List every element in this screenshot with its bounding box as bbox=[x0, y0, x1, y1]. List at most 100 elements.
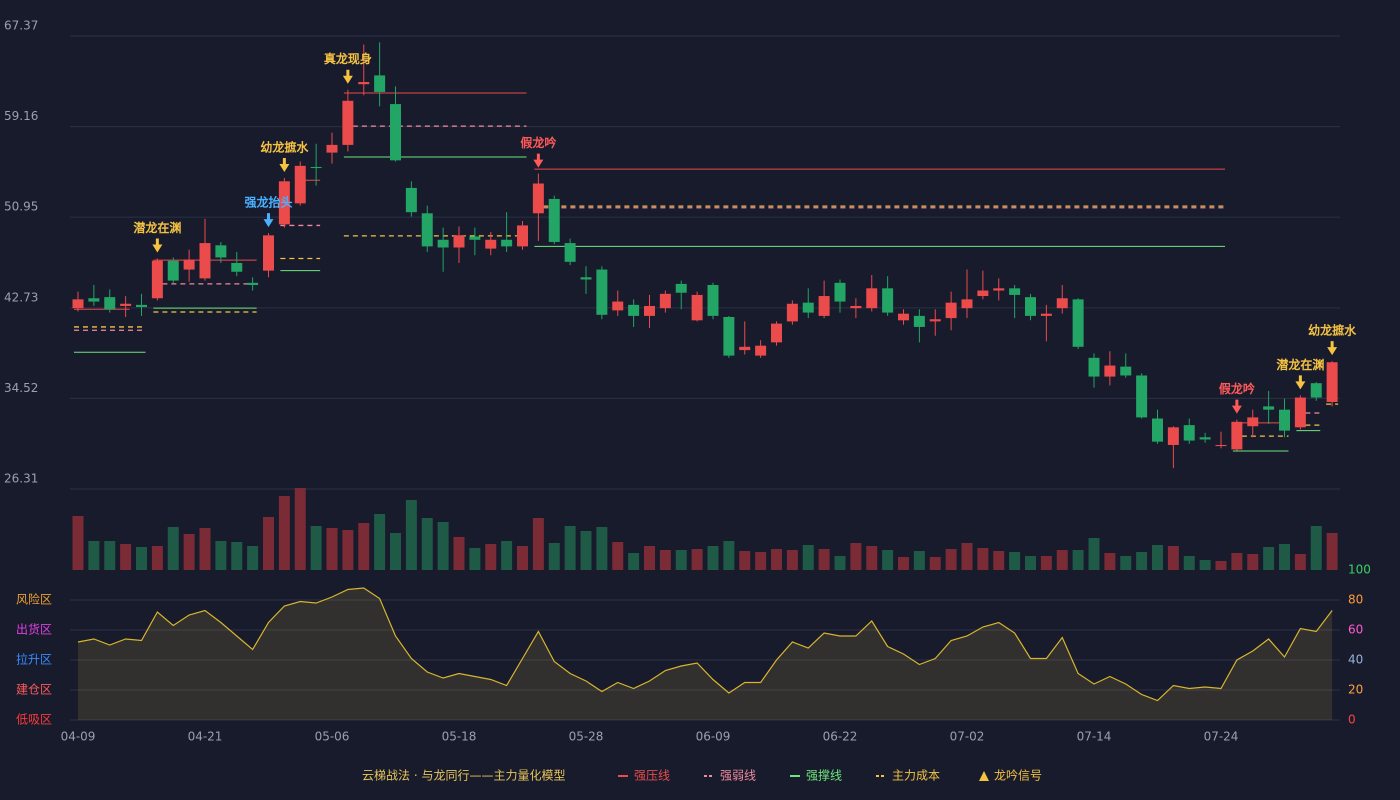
volume-bar bbox=[469, 548, 481, 570]
volume-bar bbox=[247, 546, 259, 570]
candle-body bbox=[390, 104, 401, 161]
volume-bar bbox=[628, 553, 640, 570]
oscillator-line bbox=[77, 587, 1333, 702]
x-tick-label: 06-09 bbox=[696, 730, 731, 744]
volume-bar bbox=[755, 552, 767, 570]
candle-body bbox=[723, 317, 735, 356]
candle-body bbox=[421, 213, 433, 247]
zone-label: 风险区 bbox=[16, 592, 52, 607]
signal-label: 真龙现身 bbox=[324, 51, 372, 66]
candle-body bbox=[580, 277, 592, 280]
y-tick-label: 59.16 bbox=[4, 109, 38, 123]
volume-bar bbox=[532, 518, 544, 570]
candle-body bbox=[1326, 362, 1338, 402]
y2-tick-label: 80 bbox=[1348, 593, 1363, 607]
candle-body bbox=[612, 301, 624, 311]
candle-body bbox=[1025, 297, 1036, 316]
volume-bar bbox=[1279, 544, 1290, 570]
y-tick-label: 50.95 bbox=[4, 200, 38, 214]
candle-body bbox=[1120, 366, 1132, 376]
volume-bar bbox=[1088, 538, 1100, 570]
volume-bar bbox=[691, 549, 703, 570]
zone-label: 低吸区 bbox=[16, 713, 52, 727]
candle-body bbox=[977, 290, 989, 297]
volume-bar bbox=[278, 496, 290, 570]
volume-bar bbox=[517, 546, 528, 570]
volume-bar bbox=[183, 534, 195, 570]
candle-body bbox=[1183, 425, 1195, 441]
volume-bar bbox=[215, 541, 227, 570]
candle-body bbox=[104, 297, 116, 310]
candle-body bbox=[564, 243, 576, 262]
candle-body bbox=[1088, 357, 1100, 377]
y2-tick-label: 40 bbox=[1348, 653, 1363, 667]
volume-bar bbox=[548, 543, 560, 570]
candle-body bbox=[231, 262, 243, 272]
volume-bar bbox=[437, 522, 449, 570]
volume-bar bbox=[961, 543, 973, 570]
candle-body bbox=[532, 183, 544, 214]
candle-body bbox=[945, 302, 957, 319]
candle-body bbox=[374, 75, 386, 92]
candle-body bbox=[120, 303, 132, 306]
volume-bar bbox=[771, 549, 782, 570]
volume-bar bbox=[1263, 547, 1275, 570]
zone-label: 建仓区 bbox=[16, 683, 52, 697]
volume-bar bbox=[1167, 546, 1179, 570]
y-tick-label: 42.73 bbox=[4, 290, 38, 304]
signal-arrow bbox=[152, 238, 163, 253]
volume-bar bbox=[1120, 556, 1132, 570]
candle-body bbox=[342, 100, 354, 145]
volume-bar bbox=[723, 541, 735, 570]
volume-bar bbox=[405, 500, 417, 570]
volume-bar bbox=[453, 537, 465, 570]
legend-label: 主力成本 bbox=[892, 769, 940, 783]
candle-body bbox=[628, 304, 640, 316]
volume-bar bbox=[1025, 556, 1036, 570]
x-tick-label: 06-22 bbox=[823, 730, 858, 744]
volume-bar bbox=[1009, 552, 1021, 570]
volume-bar bbox=[310, 526, 322, 570]
volume-bar bbox=[977, 548, 989, 570]
volume-bar bbox=[120, 544, 132, 570]
volume-bar bbox=[294, 488, 306, 570]
candle-body bbox=[1040, 313, 1052, 316]
volume-bar bbox=[485, 544, 497, 570]
oscillator-area bbox=[78, 588, 1333, 720]
volume-bar bbox=[199, 528, 211, 570]
volume-bar bbox=[501, 541, 513, 570]
volume-bar bbox=[802, 545, 814, 570]
volume-bar bbox=[866, 546, 878, 570]
volume-bar bbox=[882, 550, 894, 570]
candle-body bbox=[183, 259, 195, 270]
volume-bar bbox=[390, 533, 401, 570]
volume-bar bbox=[342, 530, 354, 570]
volume-bar bbox=[263, 517, 274, 570]
volume-bar bbox=[1040, 556, 1052, 570]
volume-bar bbox=[88, 541, 100, 570]
candle-body bbox=[1199, 437, 1211, 440]
candle-body bbox=[1294, 397, 1306, 428]
x-tick-label: 04-09 bbox=[61, 730, 96, 744]
legend-label: 强压线 bbox=[634, 769, 670, 783]
candle-body bbox=[929, 319, 941, 322]
candle-body bbox=[644, 305, 655, 316]
candle-body bbox=[1009, 288, 1021, 295]
y2-tick-label: 20 bbox=[1348, 683, 1363, 697]
volume-bar bbox=[850, 543, 862, 570]
candle-body bbox=[898, 313, 909, 321]
candle-body bbox=[1310, 383, 1322, 398]
volume-bar bbox=[151, 546, 163, 570]
legend-swatch bbox=[979, 771, 989, 781]
x-tick-label: 05-06 bbox=[315, 730, 350, 744]
volume-bar bbox=[945, 549, 957, 570]
candle-body bbox=[834, 282, 846, 302]
signal-arrow bbox=[1327, 341, 1338, 356]
candle-body bbox=[882, 288, 894, 313]
candle-body bbox=[1215, 444, 1227, 447]
candle-body bbox=[850, 305, 862, 309]
volume-bar bbox=[993, 551, 1005, 570]
candle-body bbox=[913, 315, 925, 327]
candle-body bbox=[755, 345, 767, 356]
candle-body bbox=[707, 285, 719, 316]
